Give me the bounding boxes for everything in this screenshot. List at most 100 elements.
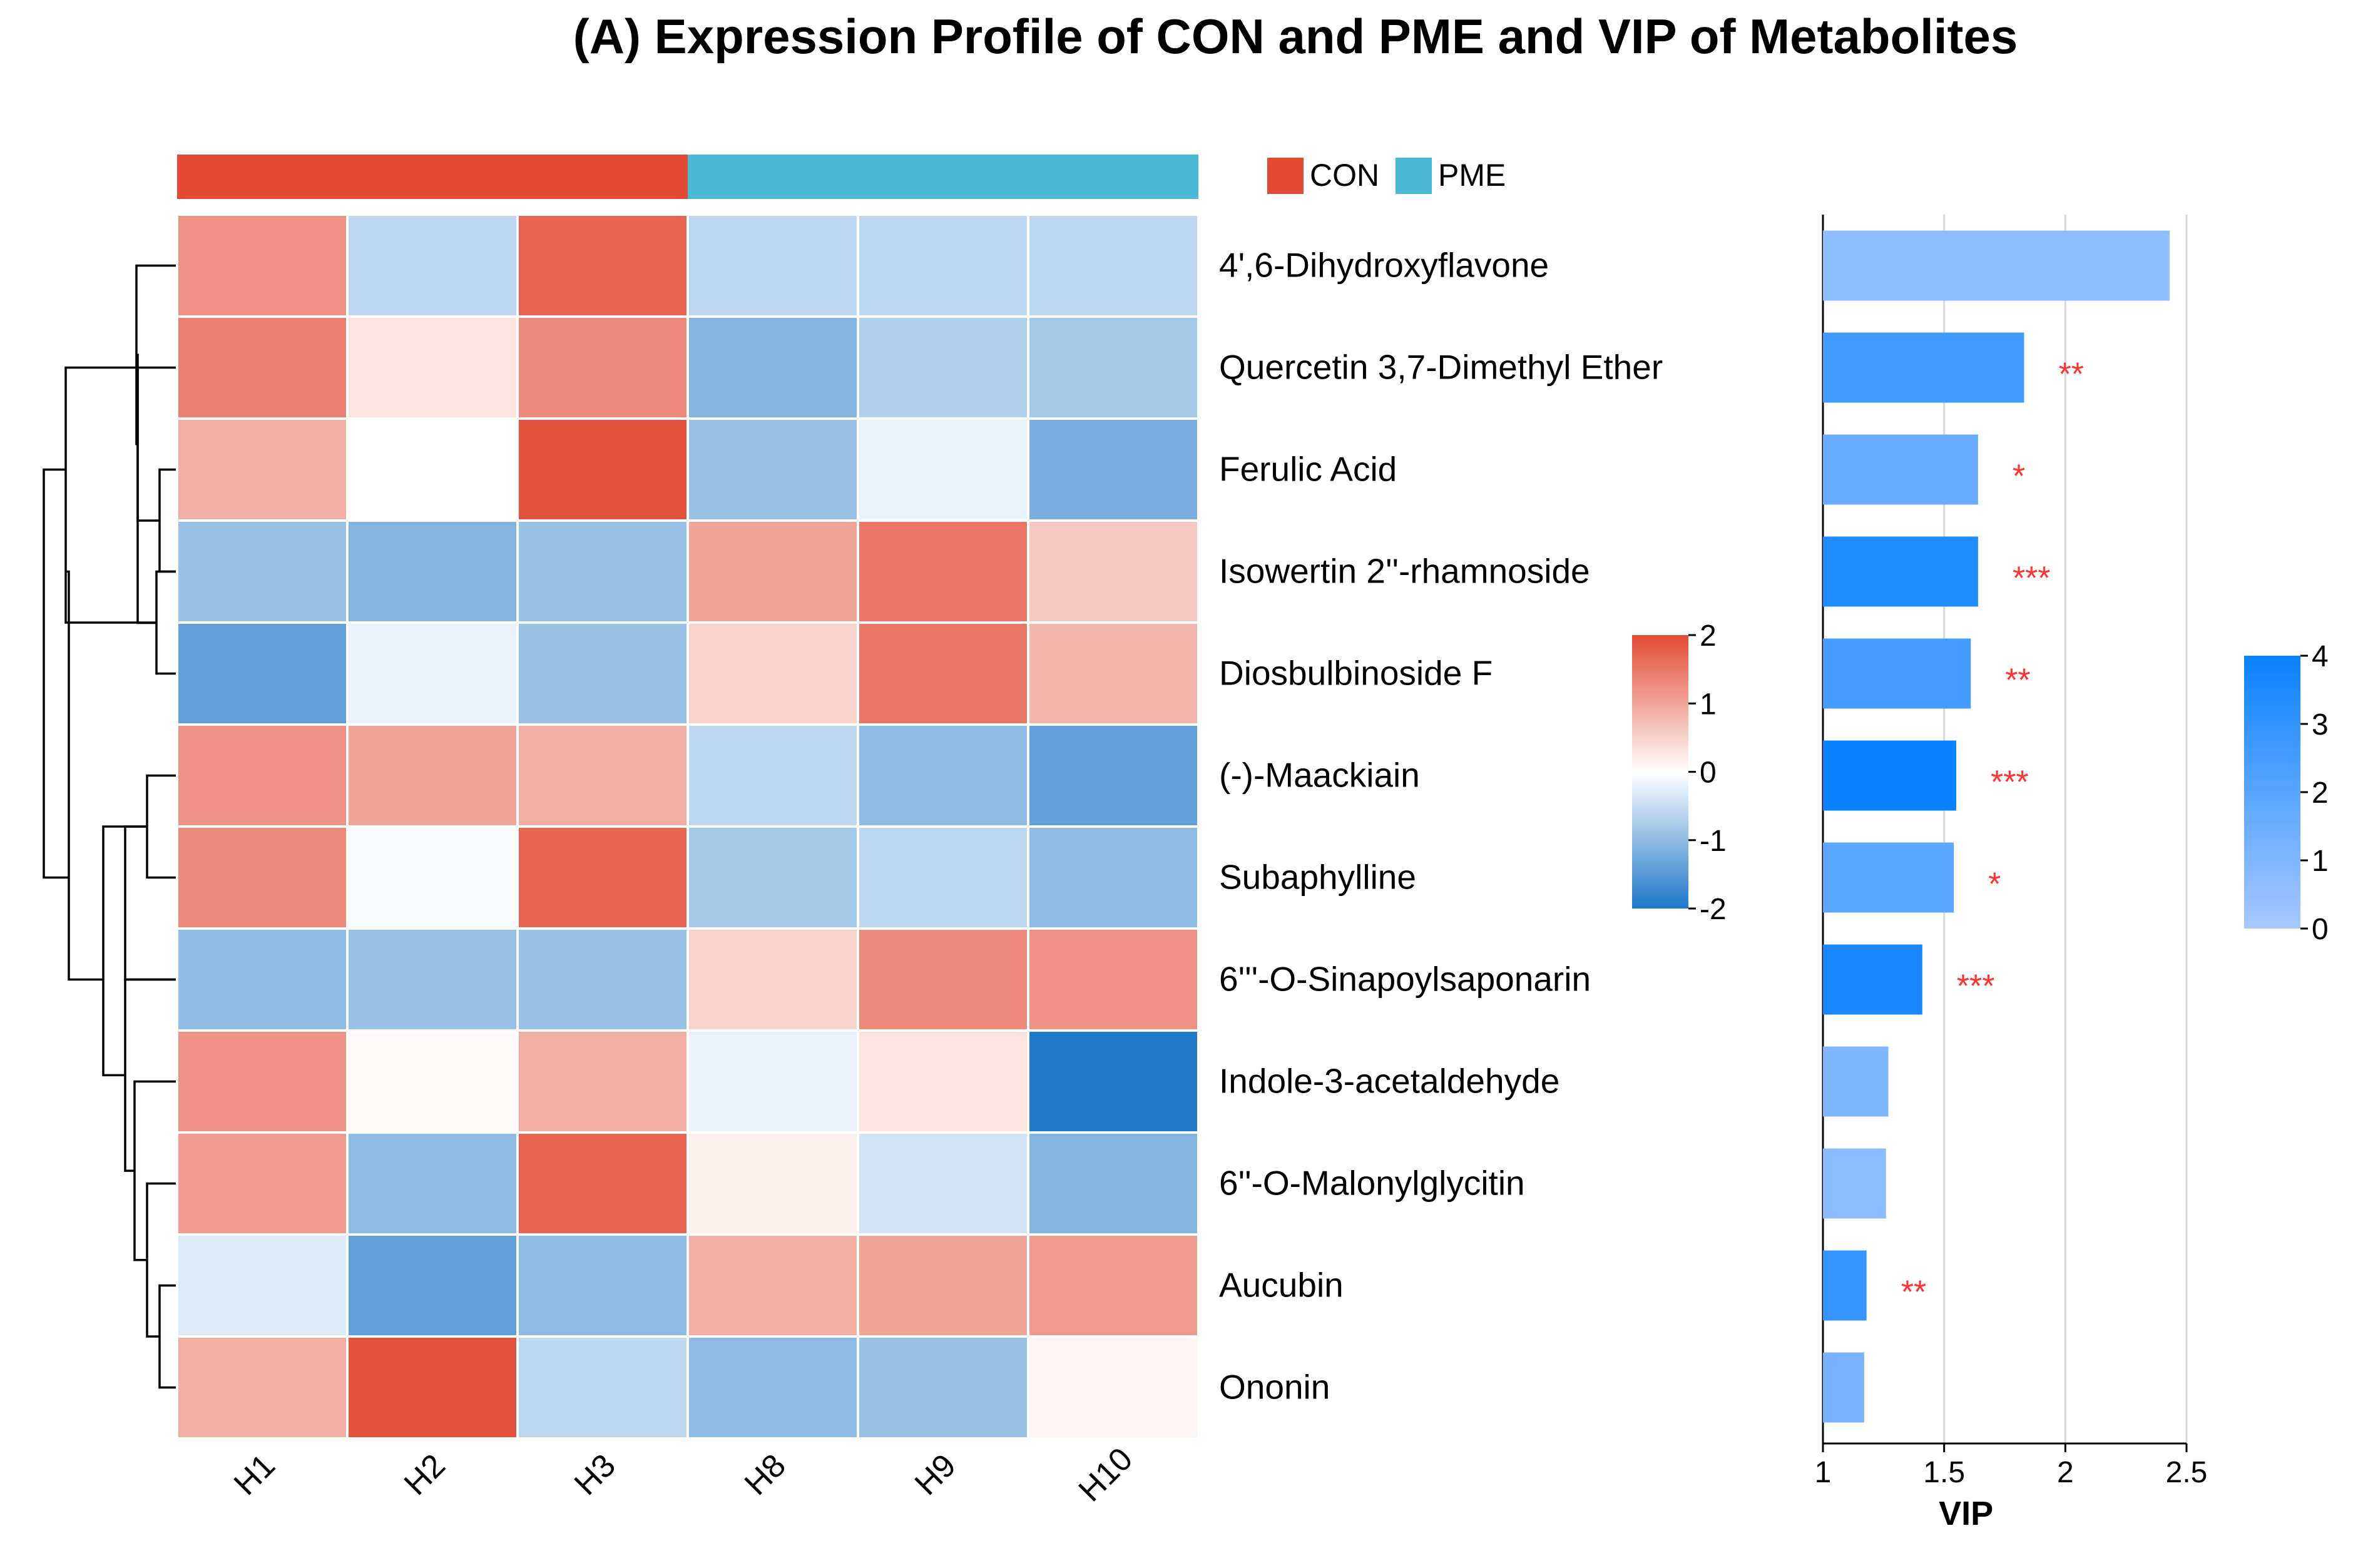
metabolite-label: Diosbulbinoside F: [1219, 654, 1493, 693]
heatmap-cell: [857, 213, 1029, 318]
dendrogram-branch: [136, 366, 177, 522]
metabolite-label: 6''-O-Malonylglycitin: [1219, 1164, 1525, 1203]
vip-bar: [1823, 1148, 1886, 1219]
heatmap-cell: [346, 723, 519, 828]
dendrogram-branch: [133, 1080, 177, 1261]
heatmap: [176, 213, 1200, 1440]
vip-bar: [1823, 332, 2024, 403]
heatmap-cell: [516, 1233, 689, 1338]
heatmap-cell: [516, 213, 689, 318]
heatmap-cell: [176, 519, 349, 624]
sample-label: H10: [1072, 1441, 1140, 1509]
metabolite-labels: 4',6-Dihydroxyflavone Quercetin 3,7-Dimet…: [1219, 246, 1663, 1407]
heatmap-cell: [346, 1233, 519, 1338]
heatmap-cell: [857, 1335, 1029, 1440]
vip-bar: [1823, 230, 2170, 301]
heatmap-cell: [346, 315, 519, 420]
heatmap-cell: [1027, 825, 1200, 930]
heatmap-cell: [857, 1233, 1029, 1338]
dendrogram-branch: [136, 354, 156, 624]
vip-x-tick-label: 2.5: [2166, 1456, 2208, 1489]
vip-bar: [1823, 434, 1978, 505]
metabolite-label: Ononin: [1219, 1368, 1330, 1407]
metabolite-label: Aucubin: [1219, 1266, 1344, 1305]
heatmap-cell: [346, 621, 519, 726]
heatmap-cell: [516, 519, 689, 624]
vip-colorbar-ramp: [2244, 656, 2300, 929]
heatmap-cell: [686, 519, 859, 624]
vip-bar: [1823, 740, 1957, 811]
heatmap-cell: [516, 621, 689, 726]
vip-colorbar-tick-label: 0: [2312, 913, 2329, 946]
sample-label: H1: [227, 1447, 282, 1502]
vip-x-tick-label: 2: [2057, 1456, 2074, 1489]
heatmap-cell: [857, 519, 1029, 624]
vip-colorbar-tick-label: 4: [2312, 640, 2329, 673]
significance-marker: **: [2005, 663, 2030, 699]
legend-label-con: CON: [1310, 158, 1379, 193]
heatmap-cell: [516, 927, 689, 1032]
dendrogram-branch: [135, 264, 177, 445]
heatmap-cell: [176, 825, 349, 930]
significance-marker: **: [2058, 357, 2083, 393]
dendrogram-branch: [43, 468, 69, 879]
dendrogram-branch: [124, 825, 177, 981]
metabolite-label: 4',6-Dihydroxyflavone: [1219, 246, 1549, 285]
heatmap-cell: [176, 1233, 349, 1338]
group-bar-con: [177, 155, 688, 199]
significance-marker: *: [1988, 867, 2001, 903]
legend-swatch-con: [1267, 158, 1304, 194]
vip-bar: [1823, 842, 1954, 913]
heatmap-cell: [176, 621, 349, 726]
heatmap-cell: [686, 1233, 859, 1338]
significance-marker: *: [2013, 459, 2025, 495]
heatmap-cell: [1027, 315, 1200, 420]
heatmap-cell: [176, 417, 349, 522]
vip-bar: [1823, 944, 1922, 1015]
dendrogram-branch: [155, 570, 177, 675]
heatmap-cell: [857, 1029, 1029, 1134]
vip-colorbar: 4 3 2 1 0: [2244, 640, 2329, 946]
heatmap-cell: [686, 213, 859, 318]
vip-colorbar-tick-label: 1: [2312, 845, 2329, 878]
significance-marker: ***: [1957, 969, 1995, 1005]
heatmap-cell: [857, 315, 1029, 420]
group-legend: CON PME: [1267, 158, 1506, 194]
vip-x-axis-label: VIP: [1939, 1495, 1993, 1532]
heatmap-cell: [686, 723, 859, 828]
heatmap-cell: [346, 1029, 519, 1134]
heatmap-cell: [686, 1131, 859, 1236]
dendrogram-branch: [124, 978, 177, 1172]
heatmap-cell: [1027, 723, 1200, 828]
heatmap-cell: [857, 723, 1029, 828]
vip-bar: [1823, 1250, 1867, 1321]
significance-marker: ***: [1991, 765, 2029, 801]
group-annotation-bar: [177, 155, 1198, 199]
heatmap-cell: [686, 1029, 859, 1134]
row-dendrogram: [43, 264, 177, 1389]
heatmap-cell: [857, 927, 1029, 1032]
heatmap-cell: [516, 315, 689, 420]
heatmap-cell: [857, 825, 1029, 930]
metabolite-label: Indole-3-acetaldehyde: [1219, 1062, 1559, 1101]
dendrogram-branch: [146, 1182, 177, 1338]
significance-marker: **: [1901, 1275, 1926, 1311]
metabolite-label: (-)-Maackiain: [1219, 756, 1420, 795]
sample-label: H3: [568, 1447, 623, 1502]
heatmap-cell: [686, 417, 859, 522]
heatmap-cell: [176, 1335, 349, 1440]
metabolite-label: Subaphylline: [1219, 858, 1416, 897]
heatmap-cell: [176, 723, 349, 828]
sample-label: H8: [738, 1447, 793, 1502]
heatmap-cell: [1027, 927, 1200, 1032]
heatmap-cell: [516, 1335, 689, 1440]
metabolite-label: Ferulic Acid: [1219, 450, 1397, 489]
heatmap-cell: [857, 1131, 1029, 1236]
colorbar-tick-label: 2: [1700, 619, 1717, 653]
heatmap-cell: [1027, 1131, 1200, 1236]
heatmap-cell: [346, 213, 519, 318]
significance-marker: ***: [2013, 561, 2051, 597]
dendrogram-branch: [146, 774, 177, 879]
sample-labels: H1 H2 H3 H8 H9 H10: [227, 1441, 1140, 1509]
